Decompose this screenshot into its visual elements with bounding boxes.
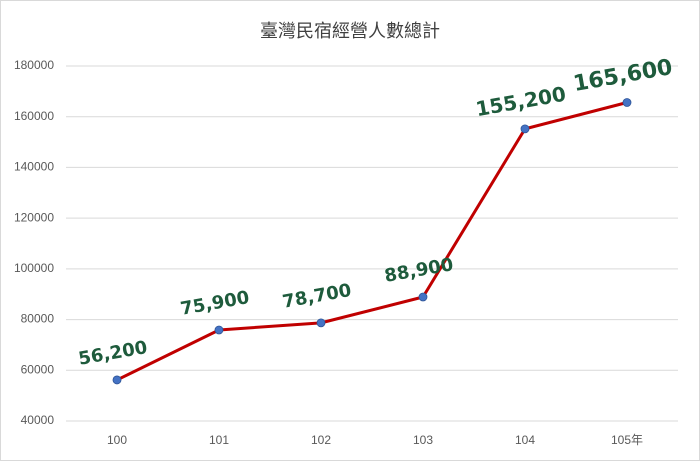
y-tick-label: 120000 (14, 210, 54, 224)
data-point (316, 318, 326, 328)
data-point (214, 325, 224, 335)
x-tick-label: 100 (107, 433, 127, 447)
data-point (418, 292, 428, 302)
y-tick-label: 60000 (21, 362, 55, 376)
y-tick-label: 40000 (21, 413, 55, 427)
x-tick-label: 102 (311, 433, 331, 447)
y-tick-label: 80000 (21, 312, 55, 326)
data-line (116, 101, 628, 382)
chart-title: 臺灣民宿經營人數總計 (260, 21, 440, 41)
x-tick-label: 104 (515, 433, 535, 447)
x-tick-label: 101 (209, 433, 229, 447)
y-tick-label: 160000 (14, 109, 54, 123)
data-point (520, 124, 530, 134)
data-point (112, 375, 122, 385)
data-point (622, 98, 632, 107)
y-tick-label: 140000 (14, 160, 54, 174)
x-tick-label: 103 (413, 433, 433, 447)
y-tick-label: 100000 (14, 261, 54, 275)
x-tick-label: 105年 (611, 433, 643, 447)
y-tick-label: 180000 (14, 58, 54, 72)
